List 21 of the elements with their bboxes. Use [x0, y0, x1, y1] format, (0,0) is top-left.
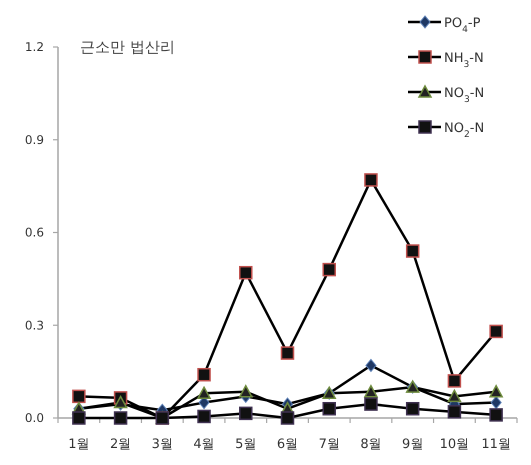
- x-tick-label: 4월: [193, 437, 215, 452]
- x-tick-label: 1월: [68, 437, 90, 452]
- x-tick-label: 7월: [318, 437, 340, 452]
- x-tick-label: 9월: [402, 437, 424, 452]
- x-tick-label: 10월: [440, 437, 470, 452]
- y-tick-label: 0.0: [24, 411, 44, 425]
- x-tick-label: 5월: [235, 437, 256, 452]
- y-tick-label: 0.9: [24, 132, 44, 147]
- y-tick-label: 0.3: [24, 318, 44, 332]
- x-tick-label: 11월: [481, 437, 511, 452]
- x-tick-label: 8월: [360, 437, 382, 452]
- legend-label: NH$_{3}$-N: [444, 51, 484, 70]
- legend-label: NO$_{2}$-N: [444, 121, 484, 140]
- y-tick-label: 1.2: [24, 40, 44, 54]
- x-tick-label: 2월: [110, 437, 132, 452]
- x-tick-label: 6월: [276, 437, 298, 452]
- legend-label: NO$_{3}$-N: [444, 86, 484, 105]
- y-tick-label: 0.6: [24, 226, 44, 240]
- x-tick-label: 3월: [152, 437, 173, 452]
- legend-label: PO$_{4}$-P: [444, 16, 481, 35]
- chart-title: 근소만 법산리: [80, 38, 175, 56]
